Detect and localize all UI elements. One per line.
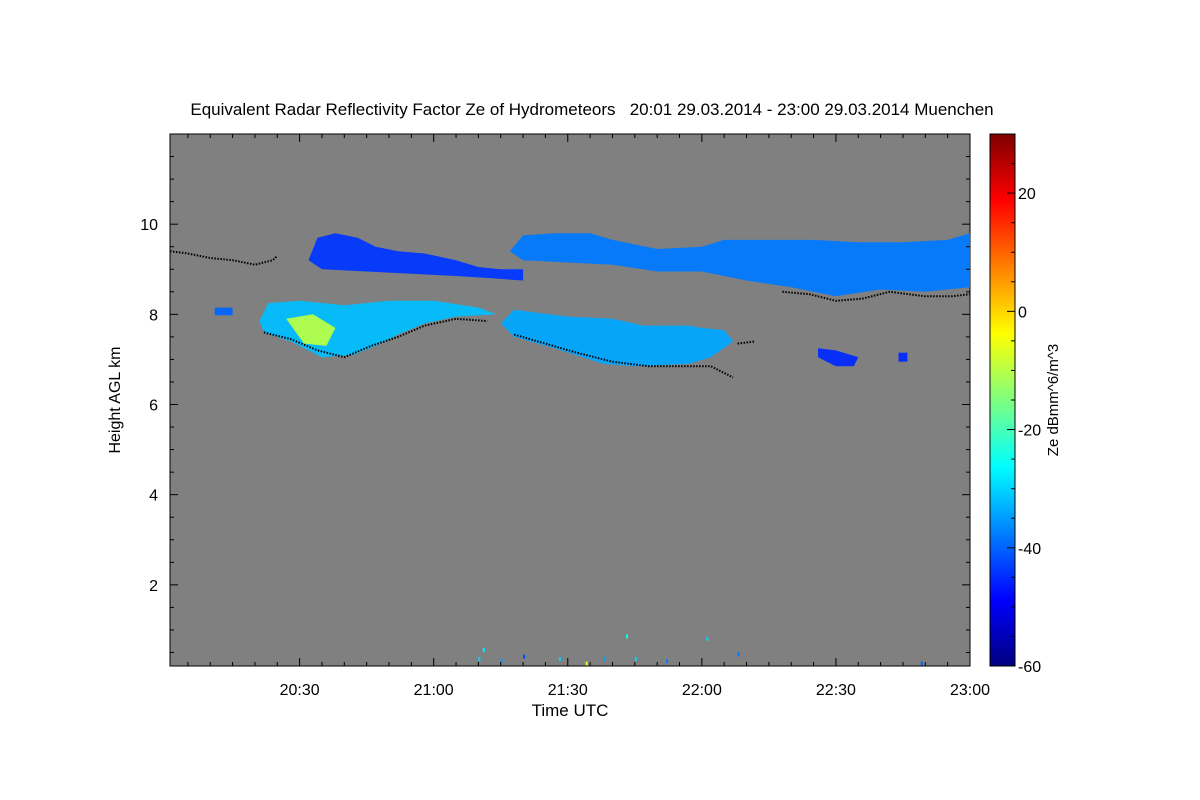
x-tick-label: 21:00 bbox=[414, 682, 454, 699]
chart-title: Equivalent Radar Reflectivity Factor Ze … bbox=[190, 100, 993, 119]
cloud-base-layer bbox=[170, 250, 970, 379]
surface-echo bbox=[603, 657, 606, 661]
surface-echo bbox=[478, 657, 481, 661]
cloud-base-line bbox=[170, 250, 279, 266]
x-tick-label: 20:30 bbox=[280, 682, 320, 699]
colorbar-tick-label: -60 bbox=[1018, 659, 1041, 676]
x-axis-label: Time UTC bbox=[532, 701, 609, 720]
surface-echo-layer bbox=[478, 634, 923, 666]
x-tick-label: 21:30 bbox=[548, 682, 588, 699]
echo-layer bbox=[214, 233, 970, 367]
surface-echo bbox=[523, 654, 526, 659]
echo-region-upper-cloud-east bbox=[509, 233, 970, 297]
x-tick-label: 22:30 bbox=[816, 682, 856, 699]
x-tick-label: 22:00 bbox=[682, 682, 722, 699]
echo-region-lower-cloud-core bbox=[286, 314, 336, 346]
surface-echo bbox=[558, 657, 561, 661]
y-tick-label: 6 bbox=[149, 398, 158, 415]
surface-echo bbox=[500, 659, 503, 664]
y-tick-label: 2 bbox=[149, 578, 158, 595]
colorbar-tick-label: 0 bbox=[1018, 304, 1027, 321]
colorbar-label: Ze dBmm^6/m^3 bbox=[1045, 344, 1062, 456]
echo-region-tiny-echo-east bbox=[898, 352, 908, 362]
y-tick-label: 8 bbox=[149, 307, 158, 324]
x-axis: 20:30 21:00 21:30 22:00 22:30 23:00 bbox=[187, 134, 990, 699]
y-axis-label: Height AGL km bbox=[107, 346, 124, 453]
echo-region-small-echo-west bbox=[214, 307, 233, 316]
surface-echo bbox=[666, 659, 669, 664]
surface-echo bbox=[625, 634, 628, 639]
surface-echo bbox=[585, 661, 588, 666]
surface-echo bbox=[482, 648, 485, 652]
surface-echo bbox=[920, 661, 923, 666]
y-tick-label: 4 bbox=[149, 488, 158, 505]
y-tick-label: 10 bbox=[140, 217, 158, 234]
colorbar-tick-label: -40 bbox=[1018, 541, 1041, 558]
surface-echo bbox=[634, 657, 637, 661]
plot-area bbox=[169, 133, 971, 667]
surface-echo bbox=[737, 652, 740, 657]
colorbar-ticks: -60 -40 -20 0 20 bbox=[1007, 133, 1041, 676]
y-axis: 2 4 6 8 10 bbox=[140, 133, 970, 653]
x-tick-label: 23:00 bbox=[950, 682, 990, 699]
cloud-base-line bbox=[513, 333, 734, 379]
colorbar bbox=[989, 133, 1016, 667]
colorbar-tick-label: 20 bbox=[1018, 186, 1036, 203]
echo-region-small-echo-east bbox=[818, 348, 859, 367]
echo-region-upper-cloud-west bbox=[308, 233, 524, 281]
echo-region-lower-cloud-east bbox=[500, 309, 734, 367]
cloud-base-line bbox=[263, 317, 488, 359]
cloud-base-line bbox=[737, 340, 756, 345]
surface-echo bbox=[706, 636, 709, 641]
colorbar-tick-label: -20 bbox=[1018, 423, 1041, 440]
